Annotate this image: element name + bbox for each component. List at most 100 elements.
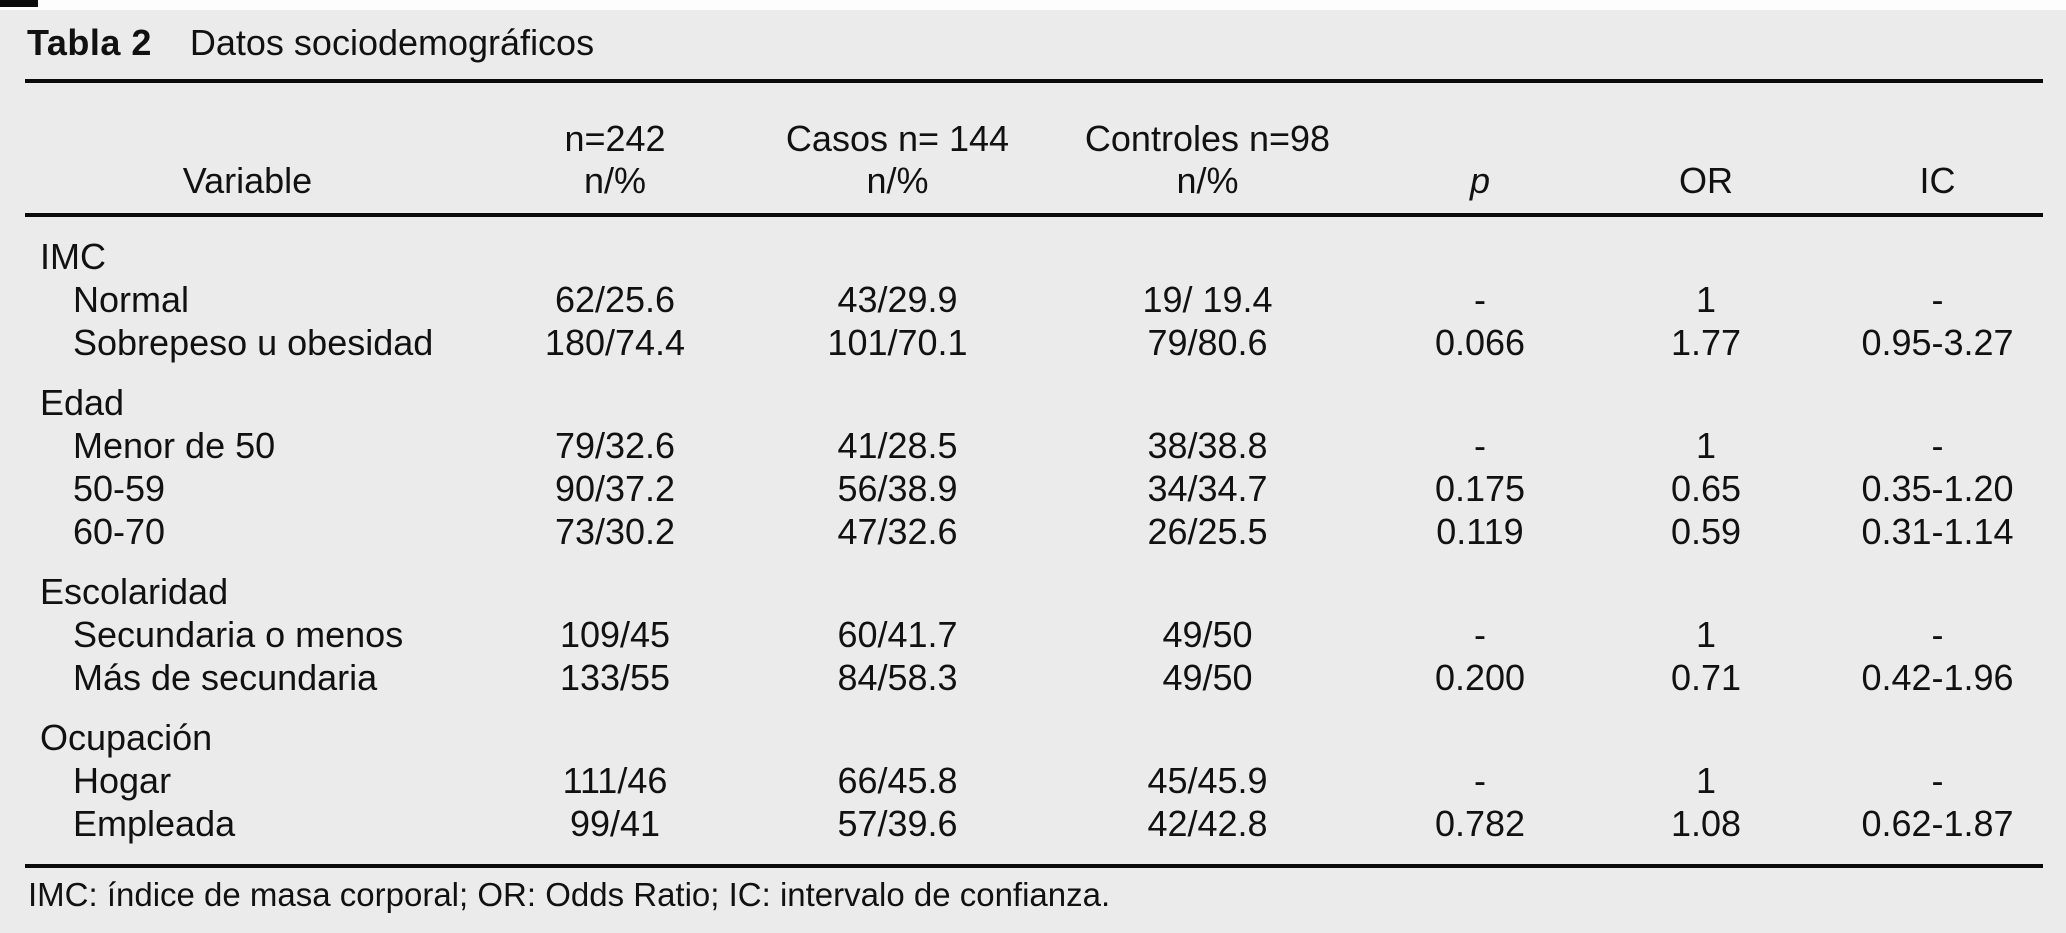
cell-controles: 34/34.7 bbox=[1147, 468, 1268, 509]
cell-ic: 0.62-1.87 bbox=[1861, 803, 2014, 844]
group-label: Escolaridad bbox=[40, 571, 229, 612]
cell-casos: 56/38.9 bbox=[837, 468, 958, 509]
cell-casos: 60/41.7 bbox=[837, 614, 958, 655]
header-casos-n: Casos n= 144 bbox=[785, 118, 1010, 159]
cell-variable: Secundaria o menos bbox=[73, 614, 404, 655]
cell-variable: Más de secundaria bbox=[73, 657, 378, 698]
table-number: Tabla 2 bbox=[27, 22, 152, 63]
cell-casos: 66/45.8 bbox=[837, 760, 958, 801]
cell-ic: - bbox=[1931, 279, 1944, 320]
header-spacer bbox=[25, 121, 470, 157]
scan-artifact-mark bbox=[0, 0, 38, 7]
header-spacer bbox=[1580, 121, 1832, 157]
cell-total: 90/37.2 bbox=[554, 468, 676, 509]
table-row: Normal 62/25.6 43/29.9 19/ 19.4 - 1 - bbox=[25, 278, 2043, 321]
header-controles-n: Controles n=98 bbox=[1084, 118, 1331, 159]
group-label: IMC bbox=[40, 236, 106, 277]
table-row: Hogar 111/46 66/45.8 45/45.9 - 1 - bbox=[25, 759, 2043, 802]
table-row: 60-70 73/30.2 47/32.6 26/25.5 0.119 0.59… bbox=[25, 510, 2043, 553]
header-row-2: Variable n/% n/% n/% p OR IC bbox=[25, 163, 2043, 199]
cell-total: 109/45 bbox=[559, 614, 671, 655]
cell-ic: - bbox=[1931, 425, 1944, 466]
cell-or: 1.77 bbox=[1670, 322, 1742, 363]
header-total-npct: n/% bbox=[583, 160, 647, 201]
cell-p: - bbox=[1474, 614, 1486, 655]
cell-or: 0.59 bbox=[1670, 511, 1742, 552]
cell-ic: 0.42-1.96 bbox=[1861, 657, 2014, 698]
header-row-1: n=242 Casos n= 144 Controles n=98 bbox=[25, 121, 2043, 157]
cell-p: - bbox=[1474, 279, 1486, 320]
rule-top bbox=[25, 79, 2043, 83]
group-row-escolaridad: Escolaridad bbox=[25, 570, 2043, 613]
cell-controles: 26/25.5 bbox=[1147, 511, 1268, 552]
cell-casos: 101/70.1 bbox=[827, 322, 968, 363]
table-row: Secundaria o menos 109/45 60/41.7 49/50 … bbox=[25, 613, 2043, 656]
cell-or: 1 bbox=[1695, 425, 1717, 466]
group-row-edad: Edad bbox=[25, 381, 2043, 424]
header-total-n: n=242 bbox=[564, 118, 666, 159]
group-label: Edad bbox=[40, 382, 125, 423]
table-body: IMC Normal 62/25.6 43/29.9 19/ 19.4 - 1 … bbox=[25, 235, 2043, 845]
cell-casos: 41/28.5 bbox=[837, 425, 958, 466]
header-variable: Variable bbox=[182, 160, 313, 201]
cell-or: 1.08 bbox=[1670, 803, 1742, 844]
cell-or: 1 bbox=[1695, 614, 1717, 655]
table-row: Más de secundaria 133/55 84/58.3 49/50 0… bbox=[25, 656, 2043, 699]
cell-p: - bbox=[1474, 760, 1486, 801]
cell-total: 133/55 bbox=[559, 657, 671, 698]
cell-p: - bbox=[1474, 425, 1486, 466]
cell-or: 0.65 bbox=[1670, 468, 1742, 509]
group-row-ocupacion: Ocupación bbox=[25, 716, 2043, 759]
table-row: Menor de 50 79/32.6 41/28.5 38/38.8 - 1 … bbox=[25, 424, 2043, 467]
cell-variable: 60-70 bbox=[73, 511, 166, 552]
cell-controles: 42/42.8 bbox=[1147, 803, 1268, 844]
cell-p: 0.200 bbox=[1434, 657, 1526, 698]
cell-or: 1 bbox=[1695, 279, 1717, 320]
cell-p: 0.119 bbox=[1436, 511, 1524, 552]
table-row: Sobrepeso u obesidad 180/74.4 101/70.1 7… bbox=[25, 321, 2043, 364]
cell-controles: 19/ 19.4 bbox=[1142, 279, 1273, 320]
cell-casos: 43/29.9 bbox=[837, 279, 958, 320]
cell-variable: Menor de 50 bbox=[73, 425, 276, 466]
cell-variable: Normal bbox=[73, 279, 190, 320]
cell-variable: 50-59 bbox=[73, 468, 166, 509]
rule-header bbox=[25, 213, 2043, 217]
header-spacer bbox=[1832, 121, 2043, 157]
header-ic: IC bbox=[1919, 160, 1956, 201]
cell-total: 111/46 bbox=[562, 760, 668, 801]
group-row-imc: IMC bbox=[25, 235, 2043, 278]
table-footnote: IMC: índice de masa corporal; OR: Odds R… bbox=[28, 876, 1111, 913]
cell-total: 73/30.2 bbox=[554, 511, 676, 552]
cell-variable: Hogar bbox=[73, 760, 172, 801]
cell-ic: 0.95-3.27 bbox=[1861, 322, 2014, 363]
cell-controles: 45/45.9 bbox=[1147, 760, 1268, 801]
table-title: Tabla 2 Datos sociodemográficos bbox=[27, 25, 594, 61]
cell-controles: 49/50 bbox=[1162, 657, 1253, 698]
table-row: Empleada 99/41 57/39.6 42/42.8 0.782 1.0… bbox=[25, 802, 2043, 845]
table-row: 50-59 90/37.2 56/38.9 34/34.7 0.175 0.65… bbox=[25, 467, 2043, 510]
cell-casos: 47/32.6 bbox=[837, 511, 958, 552]
cell-ic: - bbox=[1931, 760, 1944, 801]
cell-controles: 79/80.6 bbox=[1147, 322, 1268, 363]
cell-p: 0.066 bbox=[1434, 322, 1526, 363]
cell-casos: 84/58.3 bbox=[837, 657, 958, 698]
cell-total: 62/25.6 bbox=[554, 279, 676, 320]
group-label: Ocupación bbox=[40, 717, 213, 758]
rule-bottom bbox=[25, 864, 2043, 868]
cell-p: 0.175 bbox=[1434, 468, 1526, 509]
cell-casos: 57/39.6 bbox=[837, 803, 958, 844]
header-p: p bbox=[1469, 160, 1491, 201]
header-spacer bbox=[1380, 121, 1580, 157]
page-top-margin bbox=[0, 0, 2066, 10]
cell-ic: 0.31-1.14 bbox=[1861, 511, 2014, 552]
cell-total: 180/74.4 bbox=[544, 322, 686, 363]
cell-ic: 0.35-1.20 bbox=[1861, 468, 2014, 509]
header-or: OR bbox=[1679, 160, 1733, 201]
cell-variable: Sobrepeso u obesidad bbox=[73, 322, 434, 363]
cell-ic: - bbox=[1931, 614, 1944, 655]
cell-variable: Empleada bbox=[73, 803, 236, 844]
cell-p: 0.782 bbox=[1434, 803, 1526, 844]
cell-or: 1 bbox=[1695, 760, 1717, 801]
table-caption: Datos sociodemográficos bbox=[189, 22, 595, 63]
